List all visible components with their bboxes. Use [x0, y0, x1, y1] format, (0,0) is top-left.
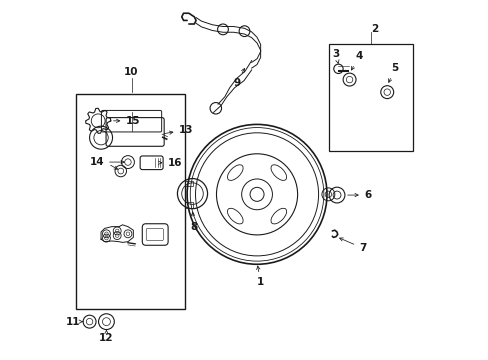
- Text: 5: 5: [388, 63, 398, 82]
- Text: 14: 14: [89, 157, 124, 167]
- Bar: [184, 202, 192, 208]
- Text: 10: 10: [124, 67, 139, 77]
- Text: 4: 4: [351, 51, 362, 70]
- Bar: [328, 44, 412, 151]
- Text: 9: 9: [233, 68, 244, 88]
- Text: 1: 1: [256, 266, 264, 287]
- Bar: [76, 94, 185, 309]
- Text: 15: 15: [113, 116, 141, 126]
- Text: 3: 3: [332, 49, 339, 63]
- Text: 16: 16: [158, 158, 182, 168]
- Bar: [184, 181, 192, 186]
- Text: 2: 2: [370, 24, 377, 34]
- Text: 7: 7: [339, 238, 366, 253]
- Text: 13: 13: [163, 125, 193, 135]
- Text: 11: 11: [66, 317, 83, 327]
- Text: 12: 12: [99, 330, 113, 343]
- Text: 8: 8: [189, 212, 197, 231]
- Text: 6: 6: [347, 190, 371, 200]
